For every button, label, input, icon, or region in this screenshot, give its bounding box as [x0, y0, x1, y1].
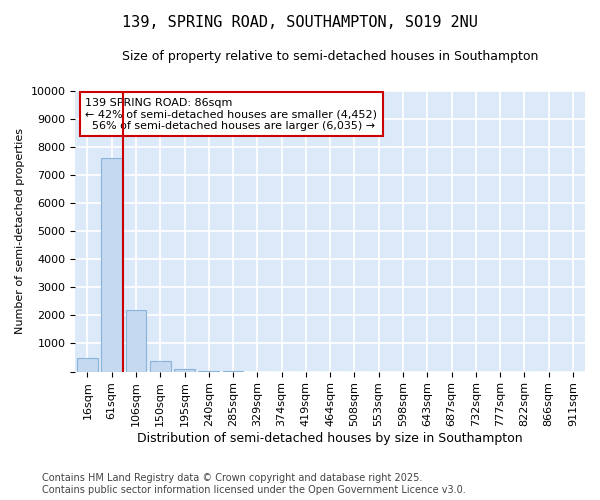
Bar: [125, 310, 146, 372]
Bar: [150, 361, 170, 372]
Text: 139, SPRING ROAD, SOUTHAMPTON, SO19 2NU: 139, SPRING ROAD, SOUTHAMPTON, SO19 2NU: [122, 15, 478, 30]
Bar: [101, 158, 122, 372]
Text: 139 SPRING ROAD: 86sqm
← 42% of semi-detached houses are smaller (4,452)
  56% o: 139 SPRING ROAD: 86sqm ← 42% of semi-det…: [85, 98, 377, 131]
Bar: [77, 358, 98, 372]
Bar: [199, 371, 219, 372]
Y-axis label: Number of semi-detached properties: Number of semi-detached properties: [15, 128, 25, 334]
Bar: [174, 369, 195, 372]
Text: Contains HM Land Registry data © Crown copyright and database right 2025.
Contai: Contains HM Land Registry data © Crown c…: [42, 474, 466, 495]
Title: Size of property relative to semi-detached houses in Southampton: Size of property relative to semi-detach…: [122, 50, 538, 63]
X-axis label: Distribution of semi-detached houses by size in Southampton: Distribution of semi-detached houses by …: [137, 432, 523, 445]
